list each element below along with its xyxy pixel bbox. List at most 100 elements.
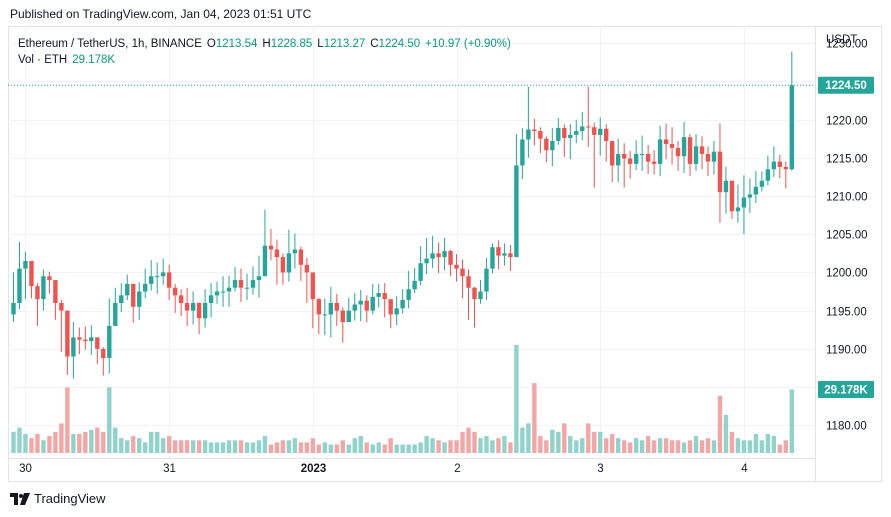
price-axis[interactable]: 1230.001225.001220.001215.001210.001205.… <box>826 39 868 433</box>
candle-body <box>681 137 687 157</box>
volume-bar <box>693 436 699 453</box>
volume-bar <box>645 436 651 453</box>
volume-bar <box>47 436 52 453</box>
candle-body <box>615 153 621 166</box>
candle-body <box>137 291 142 307</box>
time-tick-label: 2023 <box>301 463 327 475</box>
candle-body <box>370 296 375 311</box>
candle-body <box>424 258 429 264</box>
volume-bar <box>59 423 64 453</box>
last-volume-text: 29.178K <box>824 384 868 396</box>
candle-body <box>598 128 603 135</box>
footer-brand[interactable]: TradingView <box>10 491 106 506</box>
candle-body <box>580 126 585 132</box>
candle-body <box>274 249 280 258</box>
volume-bar <box>669 440 675 453</box>
volume-bar <box>723 414 729 453</box>
volume-bar <box>562 423 567 453</box>
volume-bar <box>699 440 705 453</box>
published-info: Published on TradingView.com, Jan 04, 20… <box>10 7 312 21</box>
volume-bar <box>382 444 387 453</box>
volume-bar <box>196 440 202 453</box>
candle-body <box>484 268 489 292</box>
candle-body <box>107 325 112 359</box>
candle-body <box>717 151 723 193</box>
price-tick-label: 1180.00 <box>826 421 867 433</box>
volume-bar <box>262 436 268 453</box>
volume-bar <box>490 440 495 453</box>
candle-body <box>358 300 363 305</box>
volume-bar <box>244 442 250 453</box>
legend-volume-label[interactable]: Vol · ETH <box>18 54 68 66</box>
volume-bar <box>729 431 735 453</box>
volume-bar <box>675 440 681 453</box>
time-tick-label: 3 <box>597 463 603 475</box>
volume-bar <box>298 442 304 453</box>
volume-bar <box>17 427 22 453</box>
candle-body <box>196 302 202 319</box>
candle-body <box>723 180 729 193</box>
volume-bar <box>598 431 603 453</box>
volume-bar <box>202 440 208 453</box>
volume-bar <box>592 431 597 453</box>
candle-body <box>394 308 399 315</box>
candle-body <box>711 151 717 162</box>
candle-body <box>232 280 238 288</box>
time-tick-label: 31 <box>163 463 176 475</box>
candle-body <box>286 253 292 273</box>
volume-bar <box>532 383 537 453</box>
candle-body <box>244 287 250 289</box>
candle-body <box>777 161 783 167</box>
volume-bar <box>131 436 136 453</box>
volume-bar <box>448 440 453 453</box>
volume-bar <box>496 438 501 453</box>
volume-bar <box>346 444 351 453</box>
volume-bar <box>137 438 142 453</box>
candle-body <box>214 291 220 296</box>
volume-bar <box>574 440 579 453</box>
volume-bar <box>238 440 244 453</box>
candle-body <box>544 138 549 151</box>
volume-bar <box>550 429 555 453</box>
volume-bar <box>663 438 669 453</box>
candle-body <box>699 146 705 154</box>
candle-body <box>466 276 471 288</box>
volume-bar <box>538 436 543 453</box>
candlestick-chart[interactable]: 1230.001225.001220.001215.001210.001205.… <box>8 26 882 482</box>
candle-body <box>651 161 657 164</box>
legend-volume-row: Vol · ETH 29.178K <box>18 52 511 68</box>
candle-body <box>586 126 591 128</box>
candle-body <box>41 276 46 300</box>
volume-bar <box>208 442 214 453</box>
volume-bar <box>149 431 154 453</box>
volume-bar <box>580 438 585 453</box>
price-tick-label: 1205.00 <box>826 230 868 242</box>
volume-bar <box>286 440 292 453</box>
candle-body <box>101 348 106 359</box>
volume-bar <box>430 438 435 453</box>
time-axis[interactable]: 30 31 2023 2 3 4 <box>19 463 748 475</box>
volume-bar <box>526 423 531 453</box>
candle-body <box>143 283 148 292</box>
volume-bar <box>77 433 82 453</box>
volume-bar <box>436 440 441 453</box>
volume-bar <box>232 440 238 453</box>
volume-bar <box>65 387 70 453</box>
volume-bar <box>484 436 489 453</box>
volume-bar <box>472 431 477 453</box>
candle-body <box>220 291 226 293</box>
candle-body <box>250 280 256 288</box>
legend-change: +10.97 (+0.90%) <box>425 38 511 50</box>
volume-bar <box>705 438 711 453</box>
candle-body <box>508 253 513 258</box>
volume-bar <box>460 431 465 453</box>
currency-label: USDT <box>826 34 857 46</box>
volume-bar <box>508 442 513 453</box>
candle-body <box>592 127 597 135</box>
candle-body <box>149 276 154 284</box>
candle-body <box>316 299 322 315</box>
volume-bar <box>681 442 687 453</box>
legend-symbol[interactable]: Ethereum / TetherUS, 1h, BINANCE <box>18 38 202 50</box>
price-tick-label: 1200.00 <box>826 268 868 280</box>
volume-bar <box>280 440 286 453</box>
